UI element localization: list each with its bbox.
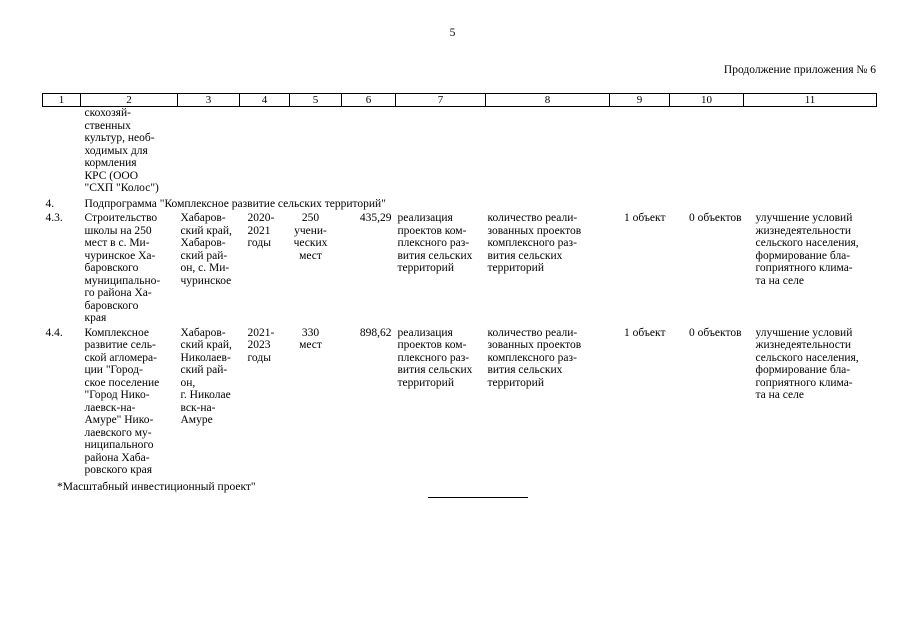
cell-amount: 898,62 xyxy=(359,326,392,339)
empty-cell xyxy=(486,107,610,195)
carryover-row: скохозяй- ственных культур, необ- ходимы… xyxy=(43,107,877,195)
cell-number: 4.3. xyxy=(45,212,63,224)
subprogram-number: 4. xyxy=(45,197,55,210)
cell-capacity: 330 мест xyxy=(299,326,322,352)
cell-expected-result: улучшение условий жизнедеятельности сель… xyxy=(755,326,859,402)
empty-cell xyxy=(240,107,290,195)
cell-project-name: Строительство школы на 250 мест в с. Ми-… xyxy=(84,212,161,324)
empty-cell xyxy=(396,107,486,195)
cell-amount: 435,29 xyxy=(359,212,392,224)
col-number-cell: 9 xyxy=(609,93,670,107)
col-number-cell: 10 xyxy=(669,93,744,107)
page-number: 5 xyxy=(449,27,456,39)
cell-project-name: Комплексное развитие сель- ской агломера… xyxy=(84,326,160,477)
cell-indicator: количество реали- зованных проектов комп… xyxy=(487,212,582,274)
empty-cell xyxy=(610,107,670,195)
cell-indicator: количество реали- зованных проектов комп… xyxy=(487,326,582,389)
col-number-cell: 4 xyxy=(239,93,290,107)
cell-goal: реализация проектов ком- плексного раз- … xyxy=(397,326,473,389)
carryover-text: скохозяй- ственных культур, необ- ходимы… xyxy=(84,107,159,194)
cell-years: 2021- 2023 годы xyxy=(247,326,275,364)
empty-cell xyxy=(670,107,744,195)
empty-cell xyxy=(342,107,396,195)
empty-cell xyxy=(744,107,877,195)
col-number-cell: 6 xyxy=(341,93,396,107)
cell-plan-value: 1 объект xyxy=(624,212,666,224)
cell-number: 4.4. xyxy=(45,326,63,339)
table-row: 4.4. Комплексное развитие сель- ской агл… xyxy=(43,325,877,477)
cell-location: Хабаров- ский край, Николаев- ский рай- … xyxy=(180,326,232,427)
footnote-rule xyxy=(428,497,528,498)
col-number-cell: 1 xyxy=(42,93,81,107)
col-number-cell: 11 xyxy=(743,93,877,107)
empty-cell xyxy=(178,107,240,195)
table-row: 4.3. Строительство школы на 250 мест в с… xyxy=(43,210,877,325)
cell-plan-value: 1 объект xyxy=(624,326,666,339)
footnote: *Масштабный инвестиционный проект" xyxy=(57,481,256,493)
cell-location: Хабаров- ский край, Хабаров- ский рай- о… xyxy=(180,212,232,287)
empty-cell xyxy=(290,107,342,195)
cell-goal: реализация проектов ком- плексного раз- … xyxy=(397,212,473,274)
cell-expected-result: улучшение условий жизнедеятельности сель… xyxy=(755,212,859,287)
subprogram-title: Подпрограмма "Комплексное развитие сельс… xyxy=(84,197,386,210)
col-number-cell: 2 xyxy=(80,93,178,107)
cell-fact-value: 0 объектов xyxy=(689,326,742,339)
col-number-cell: 7 xyxy=(395,93,486,107)
col-number-cell: 5 xyxy=(289,93,342,107)
appendix-table: 1 2 3 4 5 6 7 8 9 10 11 скохозяй- ственн… xyxy=(42,93,877,477)
cell-fact-value: 0 объектов xyxy=(689,212,742,224)
cell-years: 2020- 2021 годы xyxy=(247,212,275,249)
subprogram-row: 4. Подпрограмма "Комплексное развитие се… xyxy=(43,195,877,211)
appendix-continuation-note: Продолжение приложения № 6 xyxy=(723,64,876,76)
table-header-row: 1 2 3 4 5 6 7 8 9 10 11 xyxy=(42,93,877,107)
col-number-cell: 3 xyxy=(177,93,240,107)
col-number-cell: 8 xyxy=(485,93,610,107)
empty-cell xyxy=(43,107,81,195)
cell-capacity: 250 учени- ческих мест xyxy=(293,212,328,262)
